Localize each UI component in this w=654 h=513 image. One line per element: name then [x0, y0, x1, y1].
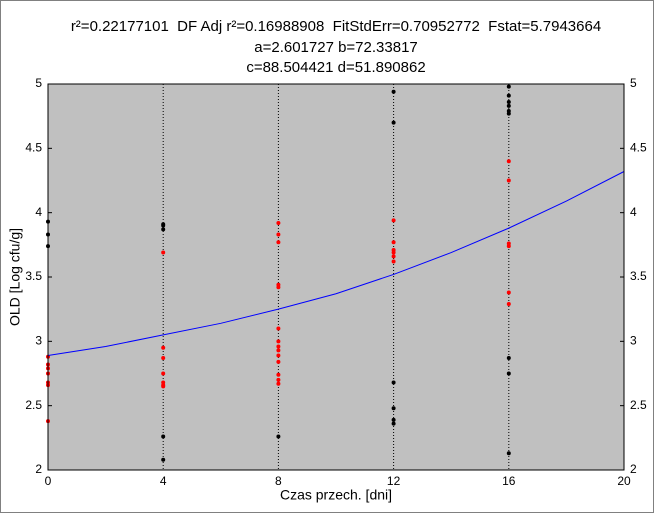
data-point	[161, 345, 166, 350]
y-tick-label: 3	[630, 334, 637, 348]
data-point	[161, 384, 166, 389]
data-point	[276, 240, 281, 245]
y-tick-label: 2.5	[630, 398, 647, 412]
data-point	[506, 244, 511, 249]
data-point	[506, 178, 511, 183]
plot-area	[48, 84, 624, 470]
data-point	[276, 372, 281, 377]
y-tick-label: 3	[35, 334, 42, 348]
data-point	[161, 457, 166, 462]
data-point	[506, 93, 511, 98]
data-point	[276, 344, 281, 349]
y-tick-label: 4.5	[25, 141, 42, 155]
data-point	[391, 218, 396, 223]
data-point	[506, 103, 511, 108]
y-tick-label: 4	[630, 205, 637, 219]
title-line: r²=0.22177101 DF Adj r²=0.16988908 FitSt…	[71, 18, 601, 35]
y-tick-label: 3.5	[25, 269, 42, 283]
data-point	[506, 290, 511, 295]
data-point	[506, 111, 511, 116]
data-point	[391, 89, 396, 94]
data-point	[276, 348, 281, 353]
x-tick-label: 4	[160, 474, 167, 488]
data-point	[391, 406, 396, 411]
title-line: c=88.504421 d=51.890862	[246, 59, 425, 76]
data-point	[276, 434, 281, 439]
x-tick-label: 12	[387, 474, 401, 488]
data-point	[276, 232, 281, 237]
data-point	[391, 380, 396, 385]
data-point	[276, 353, 281, 358]
data-point	[506, 84, 511, 89]
data-point	[391, 120, 396, 125]
title-line: a=2.601727 b=72.33817	[254, 39, 418, 56]
plot-border	[47, 83, 625, 471]
data-point	[391, 417, 396, 422]
x-tick-label: 8	[275, 474, 282, 488]
x-tick-label: 16	[502, 474, 516, 488]
data-point	[276, 359, 281, 364]
data-point	[276, 339, 281, 344]
data-point	[276, 377, 281, 382]
y-axis-label: OLD [Log cfu/g]	[7, 228, 23, 326]
data-point	[506, 302, 511, 307]
data-point	[506, 100, 511, 105]
data-point	[506, 451, 511, 456]
data-point	[161, 371, 166, 376]
x-axis-label: Czas przech. [dni]	[280, 487, 392, 503]
y-tick-label: 3.5	[630, 269, 647, 283]
data-point	[391, 240, 396, 245]
data-point	[161, 223, 166, 228]
data-point	[161, 356, 166, 361]
y-tick-label: 2	[35, 462, 42, 476]
data-point	[276, 220, 281, 225]
data-point	[161, 434, 166, 439]
fit-curve	[47, 171, 625, 356]
data-point	[161, 250, 166, 255]
data-point	[276, 285, 281, 290]
data-point	[391, 259, 396, 264]
data-point	[506, 356, 511, 361]
data-point	[276, 326, 281, 331]
data-point	[276, 381, 281, 386]
y-tick-label: 4.5	[630, 141, 647, 155]
data-point	[391, 254, 396, 259]
y-tick-label: 2.5	[25, 398, 42, 412]
x-tick-label: 20	[617, 474, 631, 488]
y-tick-label: 4	[35, 205, 42, 219]
y-tick-label: 5	[35, 76, 42, 90]
data-point	[506, 371, 511, 376]
data-point	[391, 250, 396, 255]
data-point	[506, 159, 511, 164]
data-point	[391, 421, 396, 426]
y-tick-label: 2	[630, 462, 637, 476]
x-tick-label: 0	[45, 474, 52, 488]
data-point	[161, 227, 166, 232]
y-tick-label: 5	[630, 76, 637, 90]
